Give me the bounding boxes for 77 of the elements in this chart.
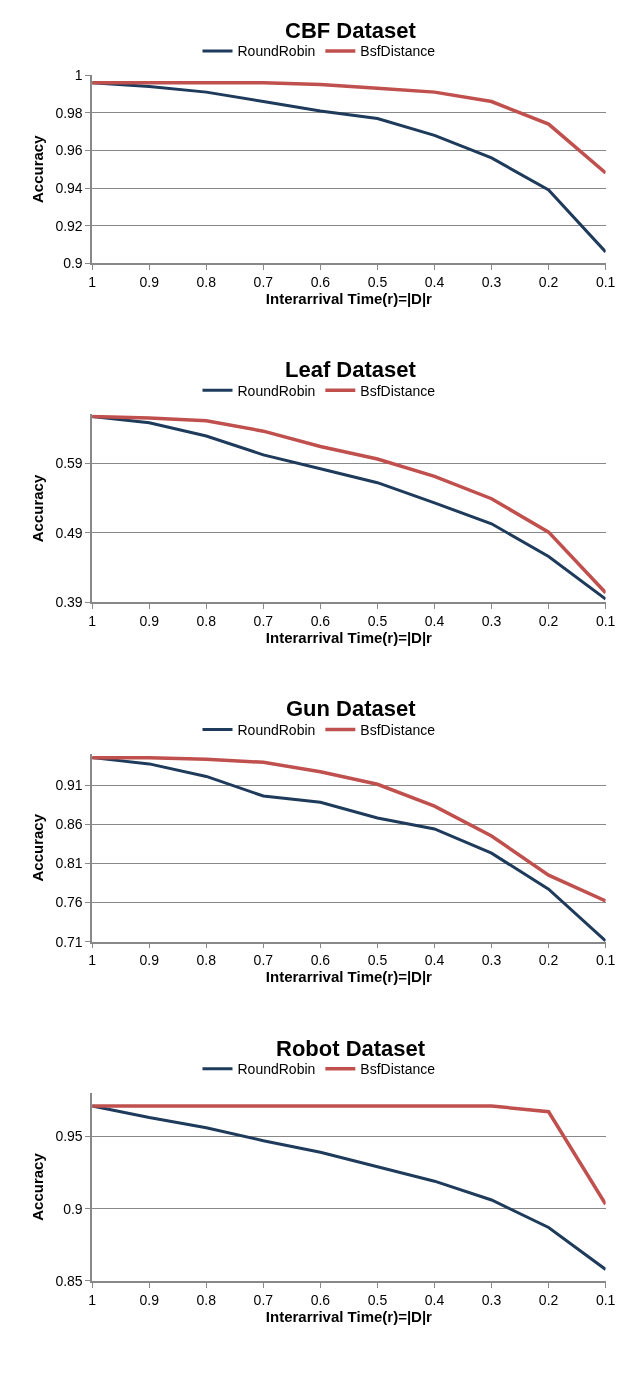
x-tick-label: 0.5	[367, 952, 388, 969]
legend-label: BsfDistance	[360, 382, 436, 399]
x-axis-title: Interarrival Time(r)=|D|r	[265, 289, 433, 307]
y-tick-label: 0.39	[55, 594, 83, 611]
x-tick-label: 1	[88, 273, 97, 290]
y-tick-label: 0.91	[55, 776, 83, 793]
y-tick-label: 0.9	[63, 1200, 83, 1217]
x-tick-label: 0.3	[481, 273, 502, 290]
x-tick-label: 0.4	[424, 952, 445, 969]
x-tick-label: 0.1	[595, 952, 616, 969]
y-tick-label: 0.86	[55, 816, 83, 833]
x-axis-title: Interarrival Time(r)=|D|r	[265, 968, 433, 986]
x-tick-label: 0.8	[196, 1291, 217, 1308]
x-axis-title: Interarrival Time(r)=|D|r	[265, 629, 433, 647]
x-tick-label: 0.6	[310, 273, 331, 290]
x-tick-label: 0.6	[310, 1291, 331, 1308]
chart-title: Gun Dataset	[286, 696, 417, 721]
y-tick-label: 0.71	[55, 933, 83, 950]
x-tick-label: 0.7	[253, 273, 274, 290]
x-tick-label: 0.3	[481, 1291, 502, 1308]
chart-title: CBF Dataset	[285, 18, 417, 43]
x-tick-label: 0.2	[538, 273, 559, 290]
x-tick-label: 1	[88, 952, 97, 969]
y-tick-label: 1	[74, 67, 83, 84]
x-tick-label: 0.3	[481, 952, 502, 969]
x-tick-label: 0.6	[310, 952, 331, 969]
chart-title: Robot Dataset	[276, 1036, 426, 1061]
legend-label: RoundRobin	[237, 43, 316, 60]
y-tick-label: 0.96	[55, 142, 83, 159]
x-tick-label: 0.4	[424, 1291, 445, 1308]
legend-label: RoundRobin	[237, 721, 316, 738]
x-tick-label: 0.2	[538, 1291, 559, 1308]
x-tick-label: 0.2	[538, 952, 559, 969]
y-axis-title: Accuracy	[29, 134, 47, 203]
x-tick-label: 0.7	[253, 613, 274, 630]
x-tick-label: 0.3	[481, 613, 502, 630]
x-tick-label: 0.1	[595, 1291, 616, 1308]
y-tick-label: 0.85	[55, 1272, 83, 1289]
x-tick-label: 0.7	[253, 1291, 274, 1308]
y-tick-label: 0.94	[55, 179, 83, 196]
y-tick-label: 0.49	[55, 524, 83, 541]
x-tick-label: 0.9	[139, 273, 160, 290]
x-tick-label: 0.1	[595, 613, 616, 630]
y-tick-label: 0.98	[55, 104, 83, 121]
y-tick-label: 0.95	[55, 1128, 83, 1145]
legend-label: RoundRobin	[237, 382, 316, 399]
x-tick-label: 0.2	[538, 613, 559, 630]
legend-label: BsfDistance	[360, 43, 436, 60]
y-tick-label: 0.9	[63, 255, 83, 272]
x-tick-label: 0.4	[424, 273, 445, 290]
chart-title: Leaf Dataset	[285, 357, 417, 382]
x-tick-label: 0.7	[253, 952, 274, 969]
y-tick-label: 0.76	[55, 894, 83, 911]
x-tick-label: 0.1	[595, 273, 616, 290]
x-tick-label: 1	[88, 1291, 97, 1308]
y-axis-title: Accuracy	[29, 1152, 47, 1221]
y-tick-label: 0.81	[55, 855, 83, 872]
x-tick-label: 0.6	[310, 613, 331, 630]
legend-label: BsfDistance	[360, 721, 436, 738]
x-axis-title: Interarrival Time(r)=|D|r	[265, 1307, 433, 1325]
y-axis-title: Accuracy	[29, 813, 47, 882]
x-tick-label: 0.8	[196, 273, 217, 290]
x-tick-label: 0.5	[367, 613, 388, 630]
x-tick-label: 0.9	[139, 952, 160, 969]
legend-label: BsfDistance	[360, 1061, 436, 1078]
x-tick-label: 0.4	[424, 613, 445, 630]
x-tick-label: 0.9	[139, 613, 160, 630]
x-tick-label: 0.5	[367, 273, 388, 290]
x-tick-label: 0.8	[196, 613, 217, 630]
x-tick-label: 0.5	[367, 1291, 388, 1308]
x-tick-label: 0.9	[139, 1291, 160, 1308]
x-tick-label: 1	[88, 613, 97, 630]
legend-label: RoundRobin	[237, 1061, 316, 1078]
y-tick-label: 0.59	[55, 455, 83, 472]
y-tick-label: 0.92	[55, 217, 83, 234]
y-axis-title: Accuracy	[29, 474, 47, 543]
x-tick-label: 0.8	[196, 952, 217, 969]
